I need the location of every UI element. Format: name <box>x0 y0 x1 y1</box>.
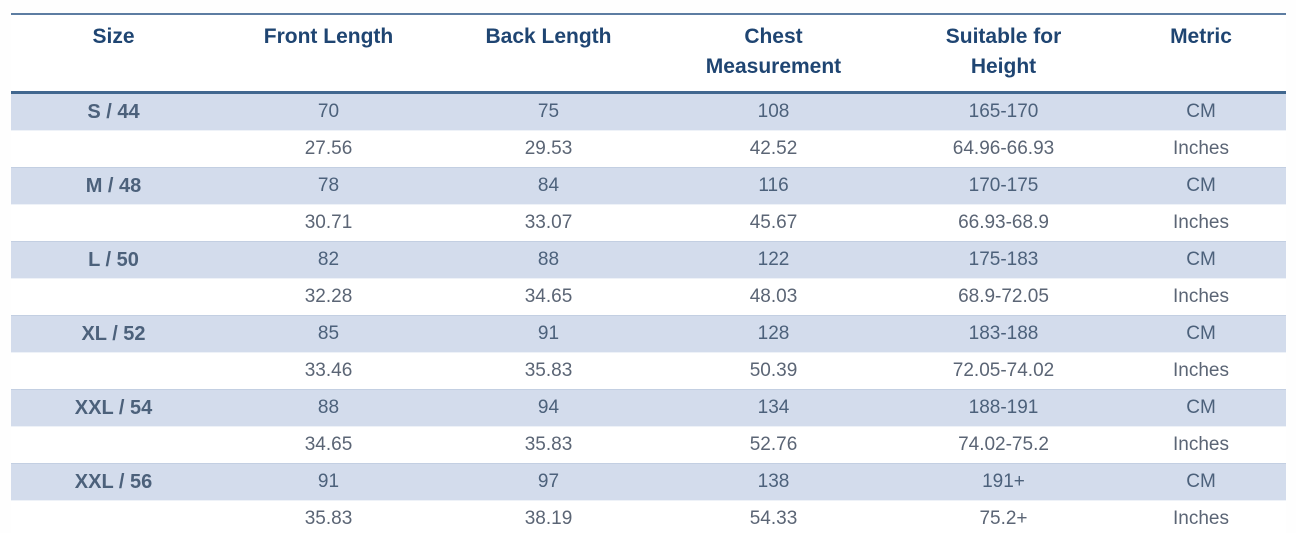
cell-height: 74.02-75.2 <box>891 426 1116 464</box>
cell-back: 97 <box>441 463 656 501</box>
cell-front: 30.71 <box>216 204 441 242</box>
cell-chest: 50.39 <box>656 352 891 390</box>
cell-front: 70 <box>216 92 441 131</box>
cell-height: 191+ <box>891 463 1116 501</box>
cell-back: 88 <box>441 241 656 279</box>
header-row: Size Front Length Back Length Chest Meas… <box>11 14 1286 94</box>
table-row: L / 50 82 88 122 175-183 CM <box>11 241 1286 279</box>
cell-height: 165-170 <box>891 92 1116 131</box>
cell-front: 27.56 <box>216 130 441 168</box>
cell-back: 75 <box>441 92 656 131</box>
cell-back: 29.53 <box>441 130 656 168</box>
cell-height: 175-183 <box>891 241 1116 279</box>
cell-size <box>11 500 216 533</box>
cell-chest: 128 <box>656 315 891 353</box>
cell-metric: Inches <box>1116 204 1286 242</box>
table-row: XXL / 54 88 94 134 188-191 CM <box>11 389 1286 427</box>
cell-chest: 108 <box>656 92 891 131</box>
cell-chest: 116 <box>656 167 891 205</box>
table-row: 27.56 29.53 42.52 64.96-66.93 Inches <box>11 130 1286 168</box>
table-header: Size Front Length Back Length Chest Meas… <box>11 14 1286 94</box>
cell-chest: 45.67 <box>656 204 891 242</box>
column-header-front-length: Front Length <box>216 14 441 94</box>
column-header-back-length: Back Length <box>441 14 656 94</box>
cell-chest: 42.52 <box>656 130 891 168</box>
cell-chest: 122 <box>656 241 891 279</box>
cell-front: 91 <box>216 463 441 501</box>
table-row: 34.65 35.83 52.76 74.02-75.2 Inches <box>11 426 1286 464</box>
cell-front: 32.28 <box>216 278 441 316</box>
cell-front: 85 <box>216 315 441 353</box>
cell-back: 91 <box>441 315 656 353</box>
column-header-size: Size <box>11 14 216 94</box>
cell-metric: CM <box>1116 241 1286 279</box>
cell-height: 68.9-72.05 <box>891 278 1116 316</box>
cell-back: 34.65 <box>441 278 656 316</box>
column-header-metric: Metric <box>1116 14 1286 94</box>
cell-metric: Inches <box>1116 426 1286 464</box>
cell-front: 33.46 <box>216 352 441 390</box>
cell-front: 82 <box>216 241 441 279</box>
cell-metric: Inches <box>1116 130 1286 168</box>
cell-height: 188-191 <box>891 389 1116 427</box>
cell-metric: CM <box>1116 389 1286 427</box>
cell-size: S / 44 <box>11 92 216 131</box>
cell-metric: CM <box>1116 167 1286 205</box>
size-chart-table: Size Front Length Back Length Chest Meas… <box>11 13 1286 533</box>
column-header-chest-measurement: Chest Measurement <box>656 14 891 94</box>
table-row: 35.83 38.19 54.33 75.2+ Inches <box>11 500 1286 533</box>
column-header-chest-measurement-label: Chest Measurement <box>705 25 842 79</box>
cell-metric: Inches <box>1116 278 1286 316</box>
cell-size <box>11 426 216 464</box>
cell-size: XXL / 54 <box>11 389 216 427</box>
table-row: XXL / 56 91 97 138 191+ CM <box>11 463 1286 501</box>
cell-size: XXL / 56 <box>11 463 216 501</box>
cell-back: 84 <box>441 167 656 205</box>
cell-size: L / 50 <box>11 241 216 279</box>
table-row: 30.71 33.07 45.67 66.93-68.9 Inches <box>11 204 1286 242</box>
cell-height: 75.2+ <box>891 500 1116 533</box>
cell-size <box>11 130 216 168</box>
table-row: XL / 52 85 91 128 183-188 CM <box>11 315 1286 353</box>
cell-height: 183-188 <box>891 315 1116 353</box>
cell-size <box>11 352 216 390</box>
cell-back: 33.07 <box>441 204 656 242</box>
cell-size <box>11 204 216 242</box>
cell-height: 72.05-74.02 <box>891 352 1116 390</box>
column-header-suitable-for-height-label: Suitable for Height <box>945 25 1062 79</box>
cell-back: 38.19 <box>441 500 656 533</box>
cell-metric: Inches <box>1116 352 1286 390</box>
cell-height: 170-175 <box>891 167 1116 205</box>
cell-height: 64.96-66.93 <box>891 130 1116 168</box>
cell-height: 66.93-68.9 <box>891 204 1116 242</box>
column-header-suitable-for-height: Suitable for Height <box>891 14 1116 94</box>
cell-metric: Inches <box>1116 500 1286 533</box>
cell-metric: CM <box>1116 463 1286 501</box>
cell-size: XL / 52 <box>11 315 216 353</box>
cell-size <box>11 278 216 316</box>
table-row: 33.46 35.83 50.39 72.05-74.02 Inches <box>11 352 1286 390</box>
cell-back: 35.83 <box>441 426 656 464</box>
cell-back: 35.83 <box>441 352 656 390</box>
cell-chest: 134 <box>656 389 891 427</box>
table-row: M / 48 78 84 116 170-175 CM <box>11 167 1286 205</box>
cell-front: 78 <box>216 167 441 205</box>
cell-metric: CM <box>1116 315 1286 353</box>
cell-front: 35.83 <box>216 500 441 533</box>
cell-metric: CM <box>1116 92 1286 131</box>
table-body: S / 44 70 75 108 165-170 CM 27.56 29.53 42.52 64.… <box>11 92 1286 533</box>
table-row: 32.28 34.65 48.03 68.9-72.05 Inches <box>11 278 1286 316</box>
cell-front: 88 <box>216 389 441 427</box>
cell-back: 94 <box>441 389 656 427</box>
table-row: S / 44 70 75 108 165-170 CM <box>11 92 1286 131</box>
cell-chest: 54.33 <box>656 500 891 533</box>
cell-chest: 138 <box>656 463 891 501</box>
cell-size: M / 48 <box>11 167 216 205</box>
cell-chest: 52.76 <box>656 426 891 464</box>
cell-chest: 48.03 <box>656 278 891 316</box>
cell-front: 34.65 <box>216 426 441 464</box>
